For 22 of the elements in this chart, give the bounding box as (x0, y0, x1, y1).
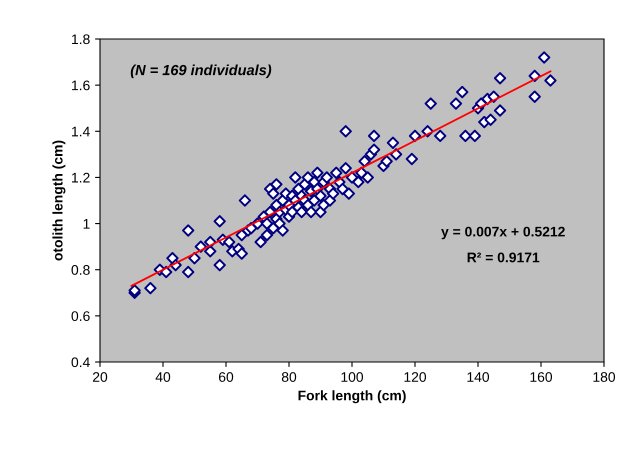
x-tick-label: 120 (404, 372, 426, 382)
y-tick-label: 1 (84, 219, 90, 229)
y-tick-label: 1.2 (72, 172, 90, 182)
y-tick-label: 0.8 (72, 265, 90, 275)
y-tick-label: 1.6 (72, 80, 90, 90)
x-tick-label: 80 (282, 372, 296, 382)
y-tick-label: 1.4 (72, 126, 90, 136)
y-axis-title: otolith length (cm) (52, 140, 66, 261)
x-tick-label: 100 (341, 372, 364, 382)
y-tick-label: 0.4 (72, 357, 90, 368)
x-tick-label: 180 (593, 372, 616, 382)
x-tick-label: 40 (156, 372, 170, 382)
x-tick-label: 20 (92, 372, 108, 382)
x-tick-label: 60 (218, 372, 234, 382)
y-tick-label: 0.6 (72, 311, 90, 322)
x-tick-label: 160 (530, 372, 552, 382)
x-tick-label: 140 (467, 372, 490, 382)
annotation: R² = 0.9171 (468, 252, 540, 262)
x-axis-title: Fork length (cm) (298, 390, 406, 404)
annotation: y = 0.007x + 0.5212 (441, 226, 565, 240)
y-tick-label: 1.8 (72, 34, 90, 44)
annotation: (N = 169 individuals) (130, 64, 272, 78)
